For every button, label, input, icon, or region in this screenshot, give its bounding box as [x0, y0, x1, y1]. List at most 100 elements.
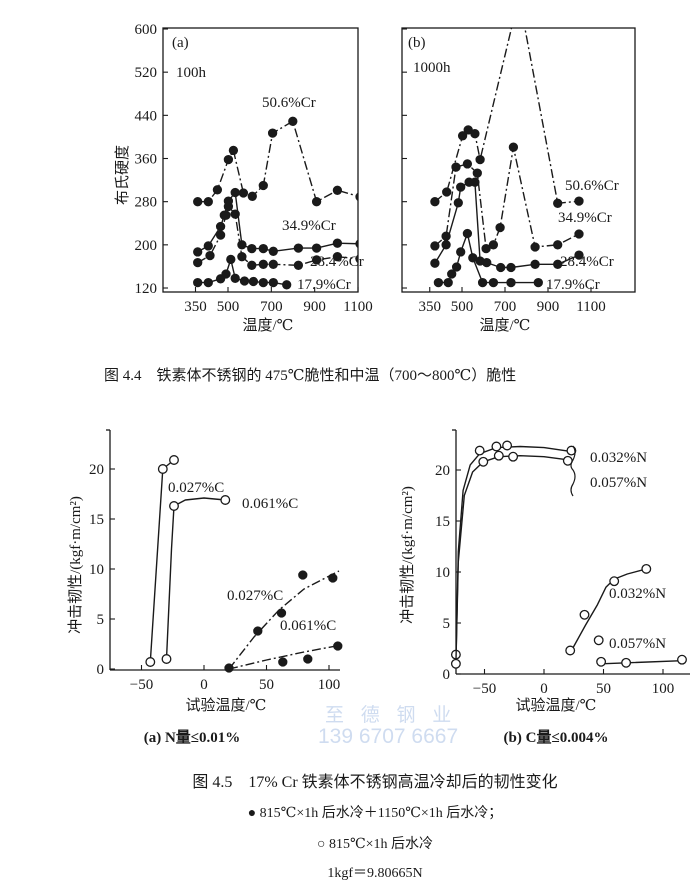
- y-tick-label: 15: [435, 514, 450, 530]
- data-point-filled: [267, 128, 278, 138]
- watermark-company: 至 德 钢 业: [325, 705, 458, 726]
- data-point-filled: [203, 241, 213, 251]
- data-point-filled: [247, 191, 257, 201]
- plot-area: [450, 440, 687, 669]
- chart-toughness-low-c: −50 0 50 100 0 5 10 15 20: [435, 429, 690, 697]
- data-point-filled: [530, 242, 540, 252]
- y-tick-label: 10: [89, 562, 104, 578]
- data-point-filled: [463, 125, 473, 135]
- plot-area: [145, 455, 343, 673]
- y-tick-label: 120: [135, 281, 158, 297]
- data-point-open: [596, 656, 607, 667]
- series-label-0-061c-filled: 0.061%C: [280, 618, 336, 634]
- data-point-filled: [355, 254, 358, 264]
- series-label-0-027c-filled: 0.027%C: [227, 588, 283, 604]
- data-point-filled: [268, 277, 278, 288]
- series-label-34-9cr-b: 34.9%Cr: [558, 210, 612, 226]
- data-point-filled: [230, 187, 240, 198]
- y-tick-label: 440: [135, 108, 158, 124]
- data-point-open: [145, 657, 156, 667]
- series-brace: [570, 445, 576, 497]
- y-tick-label: 20: [89, 462, 104, 478]
- data-point-open: [157, 464, 168, 474]
- data-point-filled: [355, 239, 358, 248]
- data-point-open: [474, 445, 485, 456]
- panel-label-a: (a): [172, 35, 189, 51]
- y-tick-label: 280: [135, 195, 158, 211]
- series-label-50-6cr: 50.6%Cr: [262, 95, 316, 111]
- data-point-filled: [574, 196, 584, 206]
- data-point-filled: [298, 570, 308, 580]
- data-point-filled: [230, 209, 240, 219]
- x-axis-title-b: 温度/℃: [480, 317, 531, 334]
- y-axis-title-d: 冲击韧性/(kgf·m/cm²): [399, 486, 416, 624]
- plot-area: [430, 0, 584, 288]
- data-point-open: [478, 456, 489, 467]
- data-point-filled: [515, 0, 523, 1]
- data-point-filled: [276, 608, 287, 618]
- x-tick-label: 700: [260, 299, 283, 315]
- data-point-filled: [433, 277, 444, 288]
- legend-filled-marker: ● 815℃×1h 后水冷＋1150℃×1h 后水冷；: [247, 806, 503, 821]
- series-label-0-061c-open: 0.061%C: [242, 496, 298, 512]
- subcaption-b: (b) C量≤0.004%: [504, 729, 609, 746]
- data-point-filled: [258, 259, 268, 269]
- y-tick-label: 200: [135, 238, 158, 254]
- series-label-17-9cr-b: 17.9%Cr: [546, 277, 600, 293]
- data-point-filled: [495, 222, 505, 233]
- data-point-filled: [553, 259, 563, 269]
- data-point-filled: [470, 129, 480, 139]
- data-point-filled: [508, 142, 519, 152]
- data-point-filled: [223, 154, 234, 165]
- data-point-filled: [430, 241, 440, 251]
- series-line: [571, 568, 647, 649]
- x-tick-label: 100: [652, 681, 675, 697]
- data-point-filled: [212, 185, 223, 195]
- x-tick-label: 900: [537, 299, 560, 315]
- data-point-open: [491, 441, 502, 452]
- x-tick-label: 500: [451, 299, 474, 315]
- y-tick-label: 520: [135, 65, 158, 81]
- data-point-open: [220, 495, 231, 505]
- data-point-filled: [453, 198, 463, 208]
- data-point-filled: [288, 116, 298, 126]
- data-point-filled: [506, 277, 516, 288]
- data-point-filled: [258, 243, 268, 254]
- data-point-filled: [530, 259, 540, 269]
- data-point-open: [493, 450, 504, 461]
- series-line: [228, 644, 342, 670]
- y-tick-label: 600: [135, 22, 158, 38]
- series-line: [434, 28, 580, 204]
- data-point-filled: [205, 250, 215, 261]
- data-point-filled: [442, 187, 452, 197]
- data-point-open: [450, 658, 461, 669]
- data-point-filled: [278, 657, 288, 667]
- data-point-filled: [456, 182, 466, 192]
- data-point-filled: [533, 277, 543, 288]
- data-point-filled: [247, 243, 257, 254]
- data-point-filled: [332, 238, 343, 248]
- data-point-filled: [470, 177, 480, 187]
- chart-hardness-1000h: 350 500 700 900 1100: [401, 0, 636, 315]
- x-tick-label: 900: [303, 299, 326, 315]
- y-axis-title-a: 布氏硬度: [114, 145, 131, 205]
- x-axis-title-d: 试验温度/℃: [516, 697, 597, 714]
- data-point-filled: [293, 260, 304, 270]
- x-tick-label: 50: [259, 677, 274, 693]
- x-tick-label: 100: [318, 677, 341, 693]
- data-point-filled: [333, 641, 343, 651]
- data-point-filled: [430, 197, 440, 207]
- data-point-filled: [472, 168, 482, 178]
- x-tick-label: −50: [130, 677, 153, 693]
- x-tick-label: −50: [473, 681, 496, 697]
- data-point-open: [565, 645, 576, 656]
- x-tick-label: 50: [596, 681, 611, 697]
- data-point-filled: [477, 277, 488, 288]
- condition-label-1000h: 1000h: [413, 60, 451, 76]
- data-point-filled: [193, 277, 203, 288]
- data-point-open: [169, 455, 179, 465]
- series-label-0-057n-top: 0.057%N: [590, 475, 647, 491]
- series-line: [455, 445, 572, 664]
- data-point-open: [677, 654, 687, 665]
- data-point-open: [609, 576, 620, 587]
